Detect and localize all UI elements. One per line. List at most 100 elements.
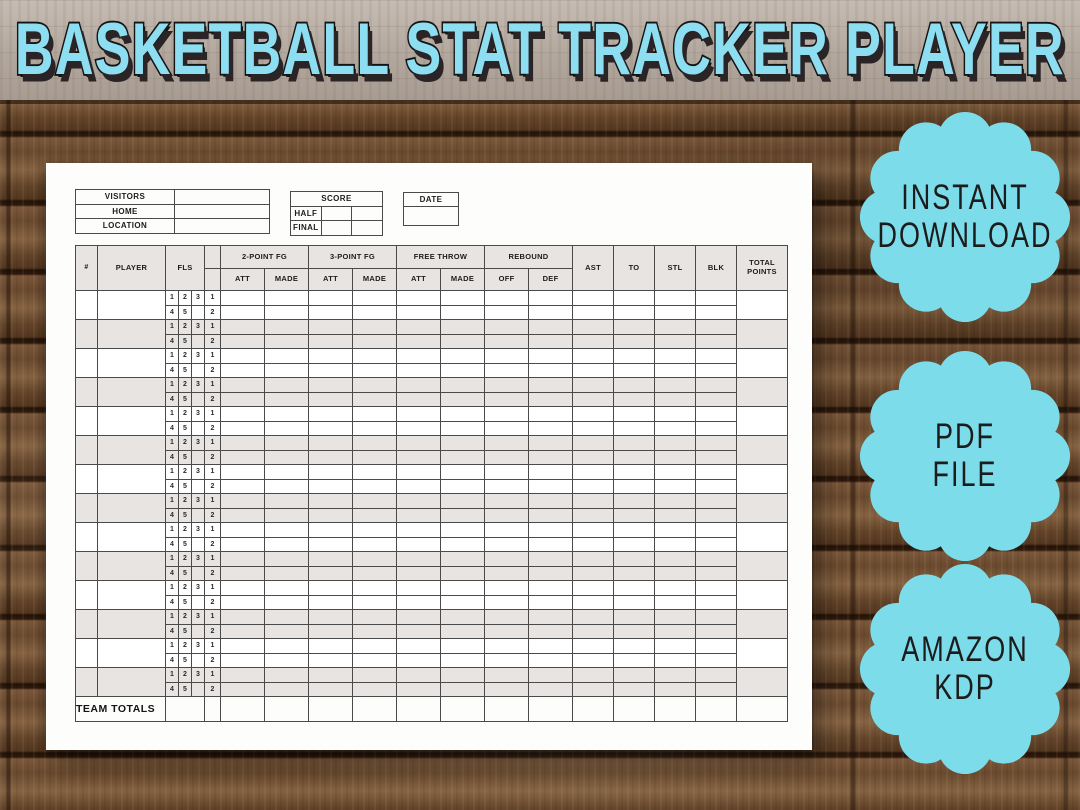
stat-cell[interactable] — [654, 667, 697, 683]
stat-cell[interactable] — [439, 565, 486, 581]
stat-cell[interactable] — [528, 290, 574, 306]
foul-box[interactable]: 3 — [191, 493, 205, 509]
stat-cell[interactable] — [396, 391, 441, 407]
foul-box[interactable] — [191, 507, 205, 523]
stat-cell[interactable] — [396, 507, 441, 523]
period-box[interactable]: 1 — [204, 435, 221, 451]
foul-box[interactable]: 3 — [191, 638, 205, 654]
stat-cell[interactable] — [654, 609, 697, 625]
stat-cell[interactable] — [528, 362, 574, 378]
stat-cell[interactable] — [220, 493, 265, 509]
period-box[interactable]: 2 — [204, 565, 221, 581]
foul-box[interactable]: 4 — [165, 478, 179, 494]
stat-cell[interactable] — [396, 667, 441, 683]
stat-cell[interactable] — [528, 609, 574, 625]
stat-cell[interactable] — [264, 652, 309, 668]
stat-cell[interactable] — [654, 406, 697, 422]
stat-cell[interactable] — [654, 377, 697, 393]
stat-cell[interactable] — [220, 406, 265, 422]
stat-cell[interactable] — [396, 319, 441, 335]
stat-cell[interactable] — [308, 609, 353, 625]
stat-cell[interactable] — [613, 536, 656, 552]
stat-cell[interactable] — [528, 464, 574, 480]
stat-cell[interactable] — [352, 507, 397, 523]
stat-cell[interactable] — [528, 594, 574, 610]
foul-box[interactable]: 5 — [178, 652, 192, 668]
stat-cell[interactable] — [695, 638, 738, 654]
stat-cell[interactable] — [220, 420, 265, 436]
stat-cell[interactable] — [484, 594, 530, 610]
stat-cell[interactable] — [308, 449, 353, 465]
player-name-cell[interactable] — [97, 580, 166, 610]
period-box[interactable]: 1 — [204, 348, 221, 364]
stat-cell[interactable] — [308, 623, 353, 639]
player-name-cell[interactable] — [97, 551, 166, 581]
total-points-cell[interactable] — [736, 319, 789, 349]
stat-cell[interactable] — [396, 652, 441, 668]
team-totals-stat-cell[interactable] — [654, 696, 697, 722]
stat-cell[interactable] — [439, 406, 486, 422]
stat-cell[interactable] — [613, 493, 656, 509]
foul-box[interactable]: 2 — [178, 609, 192, 625]
foul-box[interactable]: 2 — [178, 551, 192, 567]
stat-cell[interactable] — [264, 522, 309, 538]
stat-cell[interactable] — [484, 377, 530, 393]
period-box[interactable]: 1 — [204, 522, 221, 538]
foul-box[interactable]: 1 — [165, 667, 179, 683]
stat-cell[interactable] — [264, 536, 309, 552]
stat-cell[interactable] — [439, 362, 486, 378]
stat-cell[interactable] — [695, 507, 738, 523]
period-box[interactable]: 2 — [204, 362, 221, 378]
foul-box[interactable]: 3 — [191, 290, 205, 306]
stat-cell[interactable] — [220, 478, 265, 494]
period-box[interactable]: 1 — [204, 377, 221, 393]
stat-cell[interactable] — [528, 391, 574, 407]
player-name-cell[interactable] — [97, 667, 166, 697]
foul-box[interactable]: 2 — [178, 580, 192, 596]
stat-cell[interactable] — [695, 667, 738, 683]
foul-box[interactable]: 2 — [178, 319, 192, 335]
stat-cell[interactable] — [572, 652, 615, 668]
stat-cell[interactable] — [572, 681, 615, 697]
stat-cell[interactable] — [528, 551, 574, 567]
player-name-cell[interactable] — [97, 464, 166, 494]
period-box[interactable]: 2 — [204, 594, 221, 610]
stat-cell[interactable] — [220, 580, 265, 596]
stat-cell[interactable] — [484, 290, 530, 306]
stat-cell[interactable] — [352, 435, 397, 451]
foul-box[interactable]: 1 — [165, 464, 179, 480]
stat-cell[interactable] — [654, 507, 697, 523]
stat-cell[interactable] — [695, 348, 738, 364]
stat-cell[interactable] — [439, 348, 486, 364]
stat-cell[interactable] — [352, 609, 397, 625]
stat-cell[interactable] — [264, 580, 309, 596]
stat-cell[interactable] — [572, 391, 615, 407]
stat-cell[interactable] — [572, 420, 615, 436]
stat-cell[interactable] — [220, 551, 265, 567]
jersey-number-cell[interactable] — [75, 551, 98, 581]
period-box[interactable]: 1 — [204, 609, 221, 625]
foul-box[interactable]: 3 — [191, 348, 205, 364]
total-points-cell[interactable] — [736, 464, 789, 494]
jersey-number-cell[interactable] — [75, 522, 98, 552]
foul-box[interactable] — [191, 420, 205, 436]
stat-cell[interactable] — [695, 493, 738, 509]
stat-cell[interactable] — [352, 623, 397, 639]
stat-cell[interactable] — [654, 623, 697, 639]
foul-box[interactable]: 1 — [165, 319, 179, 335]
stat-cell[interactable] — [264, 449, 309, 465]
stat-cell[interactable] — [484, 406, 530, 422]
stat-cell[interactable] — [308, 391, 353, 407]
stat-cell[interactable] — [613, 348, 656, 364]
stat-cell[interactable] — [439, 319, 486, 335]
stat-cell[interactable] — [484, 319, 530, 335]
stat-cell[interactable] — [528, 493, 574, 509]
foul-box[interactable]: 3 — [191, 464, 205, 480]
stat-cell[interactable] — [439, 420, 486, 436]
stat-cell[interactable] — [396, 493, 441, 509]
team-totals-stat-cell[interactable] — [439, 696, 486, 722]
stat-cell[interactable] — [220, 391, 265, 407]
stat-cell[interactable] — [613, 435, 656, 451]
stat-cell[interactable] — [572, 507, 615, 523]
stat-cell[interactable] — [572, 377, 615, 393]
